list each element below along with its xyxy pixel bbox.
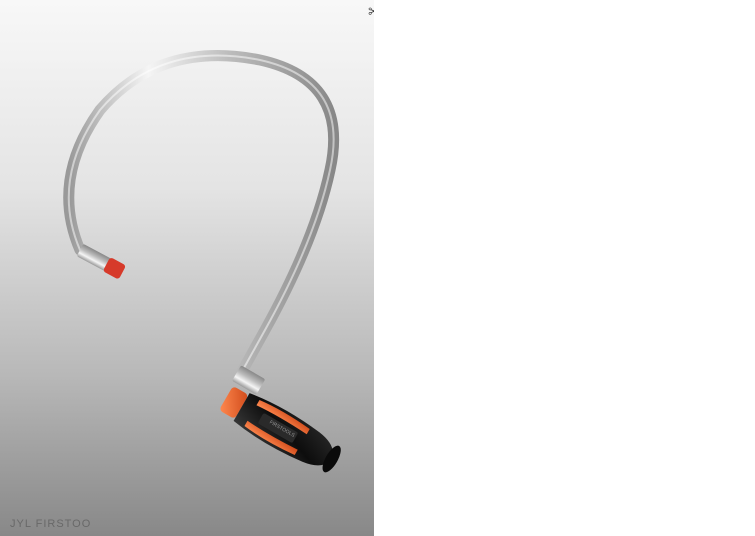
product-photo: FIRSTOOLS	[20, 40, 360, 510]
diagram-panel: W L2 L1 (mm) L1	[374, 0, 755, 536]
handle: FIRSTOOLS	[216, 381, 346, 478]
watermark: JYL FIRSTOO	[10, 518, 91, 530]
photo-panel: FIRSTOOLS JYL FIRSTOO	[0, 0, 374, 536]
shaft	[69, 56, 334, 375]
